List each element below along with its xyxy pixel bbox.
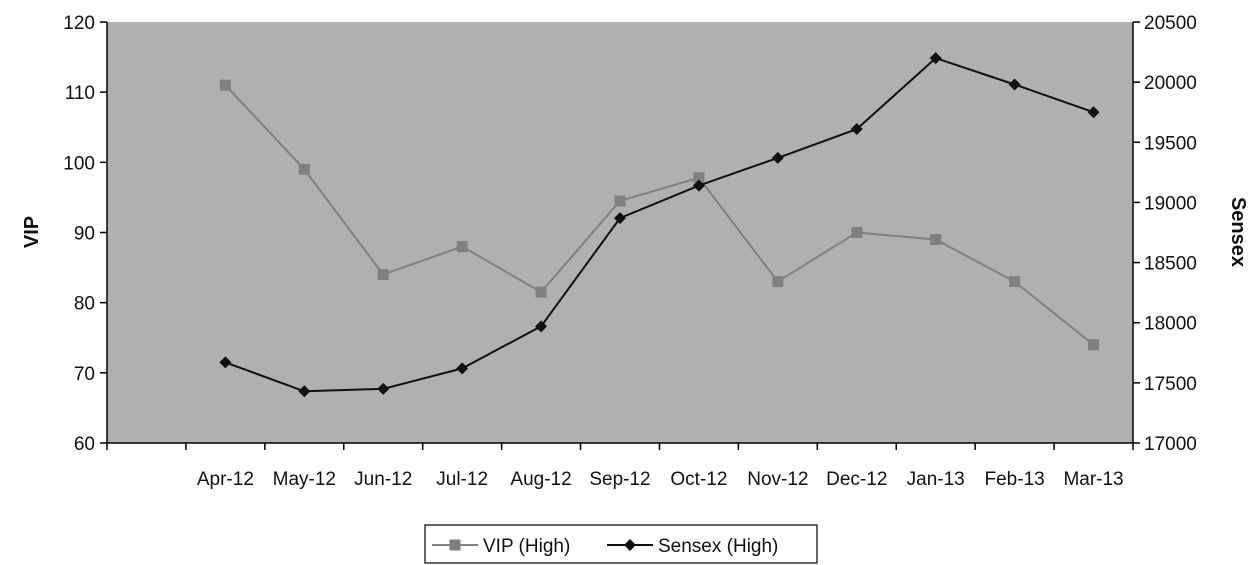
left-tick-label: 110: [65, 83, 95, 104]
x-tick-label: Jun-12: [354, 469, 412, 490]
point-sensex: [219, 356, 232, 369]
point-sensex: [850, 123, 863, 136]
point-sensex: [614, 212, 626, 225]
right-tick-label: 19500: [1144, 133, 1197, 154]
x-tick-label: May-12: [273, 469, 336, 490]
left-tick-label: 120: [63, 13, 95, 34]
point-sensex: [298, 385, 311, 398]
point-vip: [772, 276, 784, 288]
left-tick-label: 60: [74, 434, 95, 455]
right-y-axis: 17000 17500 18000 18500 19000 19500 20000 20500: [1132, 13, 1197, 455]
series-layer: [219, 52, 1100, 398]
x-tick-label: Jul-12: [436, 469, 488, 490]
x-tick-label: Nov-12: [747, 469, 808, 490]
right-tick-label: 20500: [1144, 13, 1197, 34]
point-sensex: [1008, 78, 1021, 91]
point-sensex: [535, 320, 548, 333]
x-tick-label: Jan-13: [907, 469, 965, 490]
point-vip: [1088, 339, 1100, 351]
left-tick-label: 90: [74, 224, 95, 245]
x-tick-label: Dec-12: [826, 469, 887, 490]
x-tick-label: Sep-12: [589, 469, 650, 490]
point-sensex: [456, 362, 469, 375]
x-tick-label: Oct-12: [670, 469, 727, 490]
point-vip: [851, 227, 863, 238]
point-sensex: [771, 151, 784, 164]
point-vip: [535, 286, 547, 298]
point-sensex: [692, 179, 705, 192]
series-line-sensex: [225, 56, 1094, 393]
right-tick-label: 18000: [1144, 314, 1197, 335]
point-vip: [377, 269, 389, 281]
right-tick-label: 18500: [1144, 254, 1197, 275]
x-tick-label: Feb-13: [985, 469, 1045, 490]
point-vip: [219, 79, 231, 91]
point-vip: [298, 163, 310, 175]
point-vip: [930, 234, 942, 246]
point-vip: [693, 172, 705, 184]
legend-label-sensex: Sensex (High): [658, 536, 778, 557]
right-tick-label: 20000: [1144, 73, 1197, 94]
right-axis-title: Sensex: [1227, 197, 1249, 267]
plot-area: [107, 22, 1133, 443]
legend-label-vip: VIP (High): [483, 536, 570, 557]
legend-marker-sensex: [624, 539, 636, 551]
point-sensex: [377, 382, 390, 395]
point-vip: [456, 241, 468, 253]
left-tick-label: 80: [74, 294, 95, 315]
left-y-axis: 60 70 80 90 100 110 120: [63, 13, 108, 455]
left-tick-label: 70: [74, 364, 95, 385]
left-axis-title: VIP: [21, 216, 43, 248]
series-line-vip: [224, 84, 1095, 346]
legend-marker-vip: [449, 539, 461, 551]
point-sensex: [929, 52, 942, 65]
right-tick-label: 17000: [1144, 434, 1197, 455]
point-vip: [1009, 276, 1021, 288]
right-tick-label: 17500: [1144, 374, 1197, 395]
x-tick-label: Apr-12: [197, 469, 254, 490]
x-tick-label: Aug-12: [510, 469, 571, 490]
legend: VIP (High) Sensex (High): [424, 524, 818, 564]
point-vip: [614, 195, 626, 207]
x-axis: Apr-12 May-12 Jun-12 Jul-12 Aug-12 Sep-12 Oct-…: [106, 442, 1134, 490]
x-tick-label: Mar-13: [1063, 469, 1123, 490]
right-tick-label: 19000: [1144, 193, 1197, 214]
point-sensex: [1087, 106, 1100, 119]
left-tick-label: 100: [63, 153, 95, 174]
